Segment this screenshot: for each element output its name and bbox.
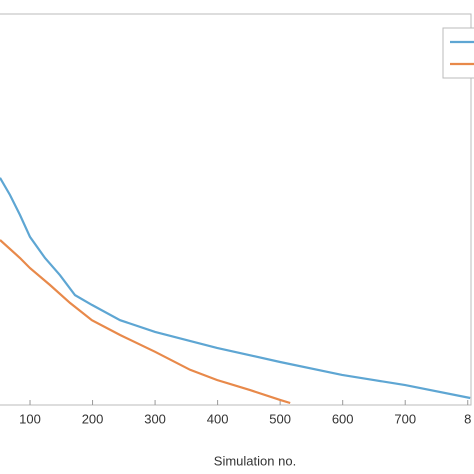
x-tick-label: 700 (394, 411, 416, 426)
x-tick-label: 200 (82, 411, 104, 426)
x-tick-label: 300 (144, 411, 166, 426)
x-axis-label: Simulation no. (214, 453, 296, 468)
x-tick-label: 100 (19, 411, 41, 426)
x-tick-label: 8 (464, 411, 471, 426)
plot-frame (0, 13, 472, 406)
series-line (0, 177, 471, 400)
legend-box (442, 27, 474, 79)
x-tick-label: 600 (332, 411, 354, 426)
x-tick-label: 500 (269, 411, 291, 426)
series-line (0, 239, 291, 405)
x-tick-label: 400 (207, 411, 229, 426)
